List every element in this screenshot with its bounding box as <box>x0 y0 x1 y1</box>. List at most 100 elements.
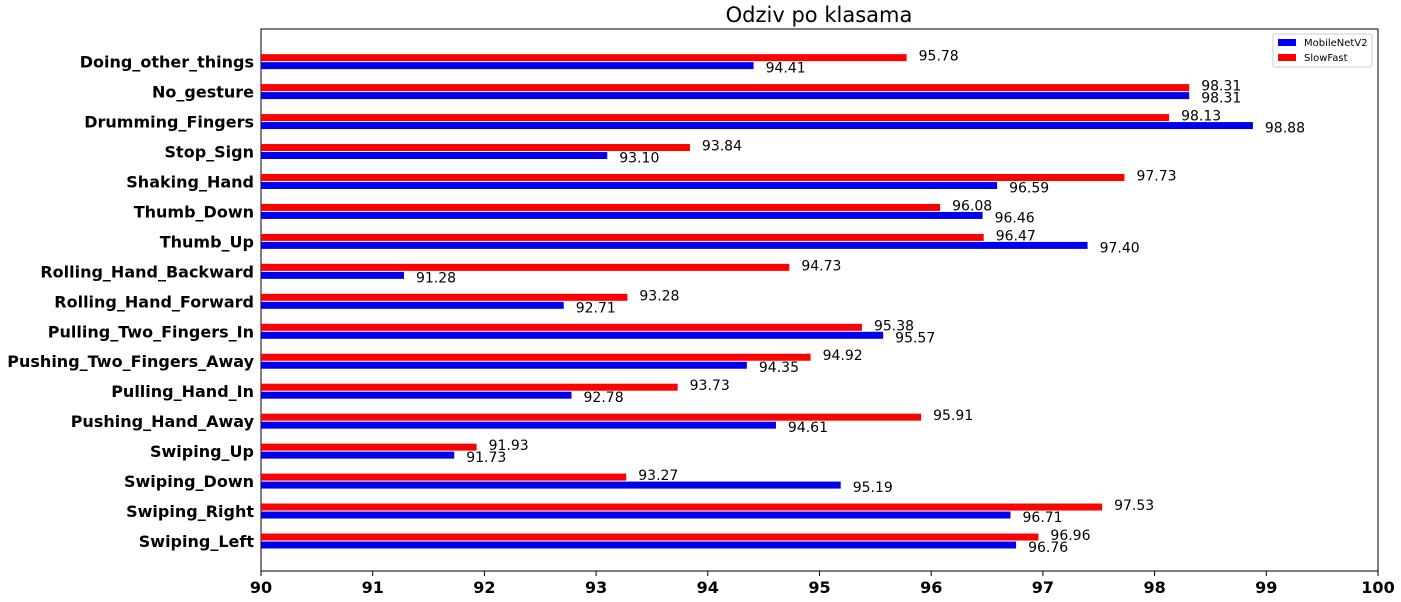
bar-slowfast-pushing-two-fingers-away <box>261 353 811 361</box>
bar-mobilenetv2-pushing-two-fingers-away <box>261 361 747 369</box>
chart-title: Odziv po klasama <box>726 3 913 27</box>
category-label-stop-sign: Stop_Sign <box>165 143 254 162</box>
bar-mobilenetv2-doing-other-things <box>261 62 754 70</box>
value-label-mobilenetv2-pushing-two-fingers-away: 94.35 <box>759 360 799 376</box>
value-label-mobilenetv2-doing-other-things: 94.41 <box>766 61 806 77</box>
bars-layer <box>261 54 1253 549</box>
bar-slowfast-no-gesture <box>261 84 1190 92</box>
value-label-mobilenetv2-drumming-fingers: 98.88 <box>1265 121 1305 137</box>
legend-swatch-mobilenetv2 <box>1278 39 1296 46</box>
x-tick-label-96: 96 <box>920 578 942 597</box>
value-label-mobilenetv2-thumb-up: 97.40 <box>1100 240 1140 256</box>
value-label-mobilenetv2-thumb-down: 96.46 <box>995 210 1035 226</box>
x-tick-label-98: 98 <box>1143 578 1165 597</box>
value-label-mobilenetv2-no-gesture: 98.31 <box>1201 91 1241 107</box>
bar-slowfast-pulling-two-fingers-in <box>261 323 862 331</box>
x-tick-label-93: 93 <box>585 578 607 597</box>
value-label-slowfast-rolling-hand-backward: 94.73 <box>801 258 841 274</box>
category-label-thumb-down: Thumb_Down <box>134 202 254 221</box>
value-label-slowfast-shaking-hand: 97.73 <box>1136 168 1176 184</box>
category-label-rolling-hand-forward: Rolling_Hand_Forward <box>54 292 254 311</box>
value-label-mobilenetv2-rolling-hand-forward: 92.71 <box>576 300 616 316</box>
value-label-slowfast-doing-other-things: 95.78 <box>919 49 959 65</box>
bar-mobilenetv2-drumming-fingers <box>261 122 1253 130</box>
legend: MobileNetV2 SlowFast <box>1272 33 1373 68</box>
bar-slowfast-drumming-fingers <box>261 114 1170 122</box>
x-axis-ticks-layer: 90 91 92 93 94 95 96 97 98 99 100 <box>250 571 1395 597</box>
legend-box <box>1272 33 1373 68</box>
category-label-no-gesture: No_gesture <box>152 83 254 102</box>
bar-mobilenetv2-shaking-hand <box>261 181 998 189</box>
value-label-slowfast-pushing-two-fingers-away: 94.92 <box>823 348 863 364</box>
value-label-mobilenetv2-swiping-up: 91.73 <box>466 450 506 466</box>
value-label-slowfast-pulling-hand-in: 93.73 <box>690 378 730 394</box>
bar-slowfast-doing-other-things <box>261 54 907 62</box>
bar-mobilenetv2-swiping-left <box>261 541 1017 549</box>
category-label-pushing-hand-away: Pushing_Hand_Away <box>71 412 255 431</box>
bar-mobilenetv2-swiping-down <box>261 481 841 489</box>
legend-label-slowfast: SlowFast <box>1304 53 1348 64</box>
category-label-thumb-up: Thumb_Up <box>160 232 254 251</box>
bar-mobilenetv2-pulling-hand-in <box>261 391 572 399</box>
category-label-swiping-right: Swiping_Right <box>126 502 254 521</box>
bar-slowfast-swiping-up <box>261 443 477 451</box>
value-label-mobilenetv2-swiping-right: 96.71 <box>1023 510 1063 526</box>
value-label-slowfast-swiping-right: 97.53 <box>1114 498 1154 514</box>
value-label-slowfast-swiping-left: 96.96 <box>1050 528 1090 544</box>
category-label-pushing-two-fingers-away: Pushing_Two_Fingers_Away <box>7 352 254 371</box>
bar-mobilenetv2-rolling-hand-backward <box>261 271 404 279</box>
bar-mobilenetv2-rolling-hand-forward <box>261 301 564 309</box>
value-label-slowfast-thumb-up: 96.47 <box>996 228 1036 244</box>
value-label-mobilenetv2-pulling-two-fingers-in: 95.57 <box>895 330 935 346</box>
category-label-rolling-hand-backward: Rolling_Hand_Backward <box>40 262 254 281</box>
value-label-slowfast-swiping-up: 91.93 <box>489 438 529 454</box>
value-label-mobilenetv2-swiping-left: 96.76 <box>1028 540 1068 556</box>
value-label-mobilenetv2-swiping-down: 95.19 <box>853 480 893 496</box>
x-tick-label-100: 100 <box>1361 578 1394 597</box>
value-label-slowfast-drumming-fingers: 98.13 <box>1181 109 1221 125</box>
value-label-slowfast-thumb-down: 96.08 <box>952 198 992 214</box>
bar-mobilenetv2-swiping-right <box>261 511 1011 519</box>
category-label-drumming-fingers: Drumming_Fingers <box>84 113 254 132</box>
value-label-slowfast-pushing-hand-away: 95.91 <box>933 408 973 424</box>
category-label-pulling-hand-in: Pulling_Hand_In <box>111 382 254 401</box>
value-label-mobilenetv2-pushing-hand-away: 94.61 <box>788 420 828 436</box>
bar-slowfast-pushing-hand-away <box>261 413 922 421</box>
bar-mobilenetv2-stop-sign <box>261 152 608 160</box>
bar-slowfast-pulling-hand-in <box>261 383 678 391</box>
x-tick-label-99: 99 <box>1255 578 1277 597</box>
bar-slowfast-thumb-up <box>261 233 984 241</box>
category-label-swiping-down: Swiping_Down <box>124 472 254 491</box>
category-label-shaking-hand: Shaking_Hand <box>126 172 254 191</box>
bar-slowfast-thumb-down <box>261 203 941 211</box>
value-label-mobilenetv2-rolling-hand-backward: 91.28 <box>416 270 456 286</box>
value-label-slowfast-rolling-hand-forward: 93.28 <box>639 288 679 304</box>
bar-mobilenetv2-pulling-two-fingers-in <box>261 331 884 339</box>
bar-slowfast-swiping-down <box>261 473 627 481</box>
bar-slowfast-rolling-hand-backward <box>261 263 790 271</box>
bar-mobilenetv2-thumb-down <box>261 211 983 219</box>
value-label-mobilenetv2-shaking-hand: 96.59 <box>1009 180 1049 196</box>
x-tick-label-95: 95 <box>808 578 830 597</box>
value-label-mobilenetv2-stop-sign: 93.10 <box>619 151 659 167</box>
bar-slowfast-swiping-left <box>261 533 1039 541</box>
bar-mobilenetv2-thumb-up <box>261 241 1088 249</box>
value-label-slowfast-swiping-down: 93.27 <box>638 468 678 484</box>
value-label-slowfast-pulling-two-fingers-in: 95.38 <box>874 318 914 334</box>
category-label-swiping-up: Swiping_Up <box>150 442 254 461</box>
category-label-swiping-left: Swiping_Left <box>139 532 255 551</box>
bar-slowfast-swiping-right <box>261 503 1103 511</box>
x-tick-label-94: 94 <box>697 578 719 597</box>
x-tick-label-92: 92 <box>473 578 495 597</box>
bar-slowfast-stop-sign <box>261 144 690 152</box>
value-label-mobilenetv2-pulling-hand-in: 92.78 <box>584 390 624 406</box>
category-label-doing-other-things: Doing_other_things <box>80 53 254 72</box>
value-label-slowfast-no-gesture: 98.31 <box>1201 79 1241 95</box>
category-label-pulling-two-fingers-in: Pulling_Two_Fingers_In <box>48 322 254 341</box>
bar-mobilenetv2-swiping-up <box>261 451 455 459</box>
bar-mobilenetv2-no-gesture <box>261 92 1190 100</box>
value-label-slowfast-stop-sign: 93.84 <box>702 139 742 155</box>
x-tick-label-91: 91 <box>362 578 384 597</box>
